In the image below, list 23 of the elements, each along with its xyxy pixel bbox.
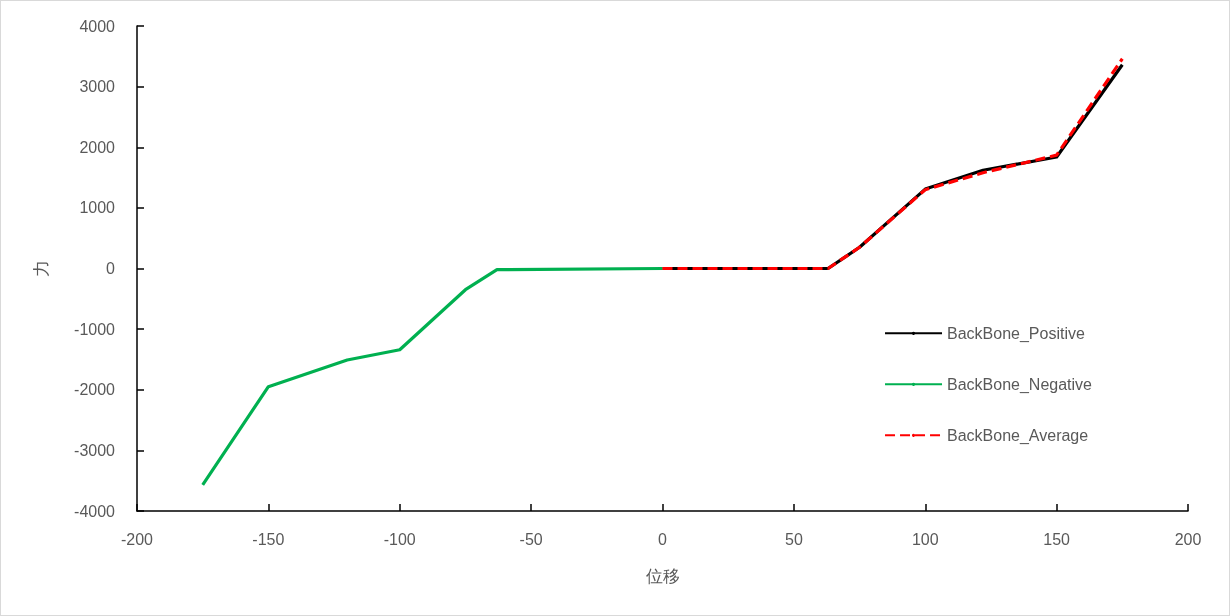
y-tick-label: -1000 [74,320,116,338]
x-axis-title: 位移 [645,565,680,586]
x-tick-label: -200 [120,530,154,548]
x-tick-label: 200 [1174,530,1202,548]
x-tick-label: 150 [1043,530,1071,548]
x-tick-label: -150 [252,530,285,548]
y-tick-label: 4000 [79,17,116,35]
y-axis-title: 力 [30,260,51,277]
y-tick-label: 2000 [79,138,116,156]
x-tick-label: -100 [383,530,416,548]
x-tick-label: -50 [519,530,543,548]
y-tick-label: 1000 [79,199,116,217]
y-tick-label: 0 [106,260,116,277]
y-tick-label: 3000 [79,78,116,96]
y-tick-label: -3000 [74,441,116,459]
legend-label: BackBone_Positive [947,324,1085,343]
x-tick-label: 0 [658,530,668,548]
y-tick-label: -4000 [74,502,116,520]
x-tick-label: 100 [911,530,939,548]
legend-label: BackBone_Negative [947,375,1093,394]
x-tick-label: 50 [784,530,803,548]
legend-label: BackBone_Average [947,426,1089,445]
y-tick-label: -2000 [74,381,116,399]
